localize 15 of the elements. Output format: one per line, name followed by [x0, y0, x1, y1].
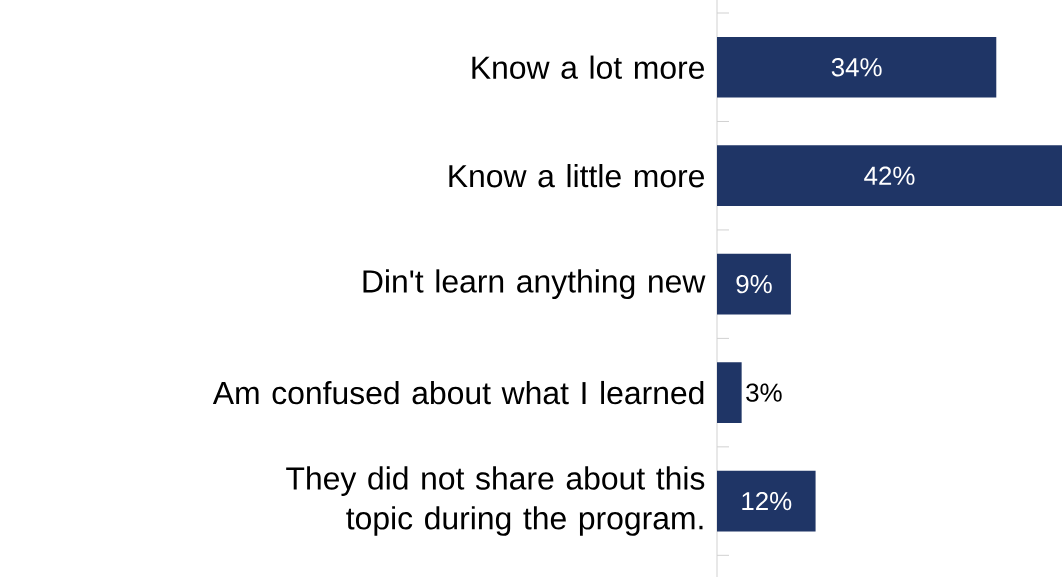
y-tick-label: Am confused about what I learned: [212, 380, 704, 405]
bar: [717, 36, 997, 98]
bar: [717, 362, 742, 423]
y-tick-label: Know a lot more: [472, 55, 704, 79]
y-tick-label: Din't learn anything new: [363, 269, 706, 300]
bar: [717, 470, 816, 532]
y-tick-label: Know a little more: [449, 164, 704, 188]
bar: [717, 145, 1062, 207]
data-label: 9%: [736, 274, 772, 294]
y-tick-label: They did not share about this topic during the program.: [286, 466, 705, 536]
data-label: 34%: [831, 58, 882, 77]
data-label: 42%: [864, 166, 915, 185]
data-label: 3%: [746, 383, 782, 402]
bar: [717, 253, 791, 315]
data-label: 12%: [742, 491, 792, 511]
